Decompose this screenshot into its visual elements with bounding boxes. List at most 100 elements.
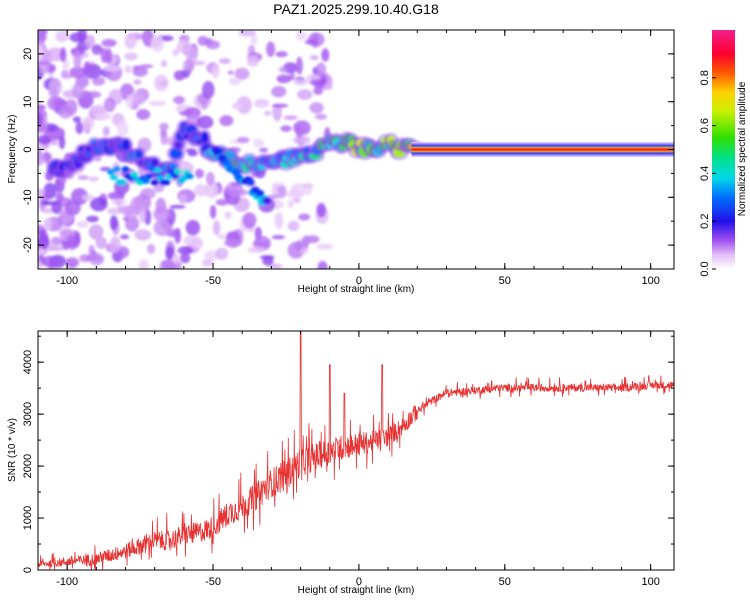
noise-cell	[160, 59, 167, 68]
x-tick-label: -50	[205, 576, 221, 588]
noise-cell	[47, 95, 65, 111]
noise-cell	[51, 200, 63, 214]
ridge-cell	[122, 139, 130, 152]
noise-cell	[70, 188, 89, 206]
noise-cell	[38, 61, 51, 66]
noise-cell	[96, 113, 112, 120]
x-tick-label: 50	[499, 576, 511, 588]
noise-cell	[38, 224, 44, 230]
noise-cell	[92, 77, 105, 86]
noise-cell	[205, 171, 215, 186]
noise-cell	[276, 74, 292, 84]
ridge-cell	[135, 149, 143, 159]
noise-cell	[246, 55, 260, 67]
noise-cell	[290, 183, 307, 197]
noise-cell	[317, 260, 328, 269]
noise-cell	[72, 116, 81, 123]
colorbar-tick-label: 0.4	[699, 166, 711, 181]
noise-cell	[185, 219, 201, 236]
noise-cell	[179, 253, 191, 264]
noise-cell	[39, 56, 50, 75]
noise-cell	[146, 243, 156, 254]
noise-cell	[195, 168, 204, 179]
noise-cell	[94, 156, 102, 162]
noise-cell	[84, 34, 96, 49]
noise-cell	[295, 56, 303, 75]
y-tick-label: 1000	[22, 506, 34, 530]
noise-cell	[77, 175, 89, 181]
x-tick-label: 100	[641, 576, 659, 588]
noise-cell	[272, 199, 284, 210]
noise-cell	[124, 65, 132, 74]
y-tick-label: 0	[22, 567, 34, 573]
noise-cell	[179, 110, 194, 117]
noise-cell	[38, 112, 44, 127]
noise-cell	[51, 139, 58, 146]
noise-cell	[117, 205, 135, 214]
noise-cell	[287, 241, 305, 259]
noise-cell	[59, 47, 67, 63]
colorbar-tick-label: 0.0	[699, 261, 711, 276]
chart-title: PAZ1.2025.299.10.40.G18	[273, 1, 439, 17]
noise-cell	[206, 40, 220, 50]
lower-band-cell	[162, 179, 171, 186]
noise-cell	[130, 196, 143, 215]
noise-cell	[60, 70, 69, 77]
noise-cell	[48, 88, 59, 98]
lower-band-cell	[150, 179, 159, 186]
branch-cell	[255, 189, 265, 197]
noise-cell	[124, 52, 138, 61]
noise-cell	[88, 244, 95, 257]
lower-band-cell	[118, 179, 127, 186]
noise-cell	[77, 30, 88, 43]
noise-cell	[293, 135, 311, 145]
noise-cell	[73, 51, 82, 70]
noise-cell	[125, 94, 134, 109]
noise-cell	[297, 89, 313, 100]
noise-cell	[196, 115, 214, 129]
noise-cell	[215, 247, 229, 260]
noise-cell	[209, 205, 217, 219]
noise-cell	[295, 124, 303, 138]
noise-cell	[287, 220, 300, 232]
noise-cell	[268, 263, 283, 269]
noise-cell	[88, 176, 99, 182]
noise-cell	[159, 259, 177, 269]
noise-cell	[43, 217, 52, 231]
lower-band-cell	[141, 178, 150, 184]
noise-cell	[66, 234, 78, 250]
noise-cell	[315, 62, 327, 77]
noise-cell	[201, 103, 208, 110]
noise-cell	[219, 115, 234, 127]
noise-cell	[40, 137, 53, 143]
noise-cell	[242, 212, 257, 229]
noise-cell	[193, 183, 209, 197]
noise-cell	[293, 79, 308, 86]
noise-cell	[253, 138, 265, 148]
noise-cell	[287, 199, 294, 209]
noise-cell	[276, 185, 287, 199]
y-tick-label: 0	[22, 146, 34, 152]
noise-cell	[138, 259, 149, 269]
y-tick-label: 10	[22, 96, 34, 108]
noise-cell	[55, 30, 69, 43]
noise-cell	[236, 96, 252, 115]
snr-plot-area	[38, 331, 674, 570]
noise-cell	[83, 61, 91, 75]
colorbar-tick-label: 0.6	[699, 118, 711, 133]
y-tick-label: 20	[22, 48, 34, 60]
noise-cell	[95, 236, 108, 249]
noise-cell	[212, 220, 221, 236]
noise-cell	[172, 48, 179, 57]
noise-cell	[75, 121, 84, 135]
colorbar-tick-label: 0.2	[699, 214, 711, 229]
noise-cell	[150, 35, 165, 53]
noise-cell	[187, 150, 198, 157]
noise-cell	[76, 220, 89, 228]
noise-cell	[266, 41, 276, 57]
y-tick-label: 3000	[22, 402, 34, 426]
noise-cell	[158, 80, 169, 87]
noise-cell	[229, 77, 242, 85]
